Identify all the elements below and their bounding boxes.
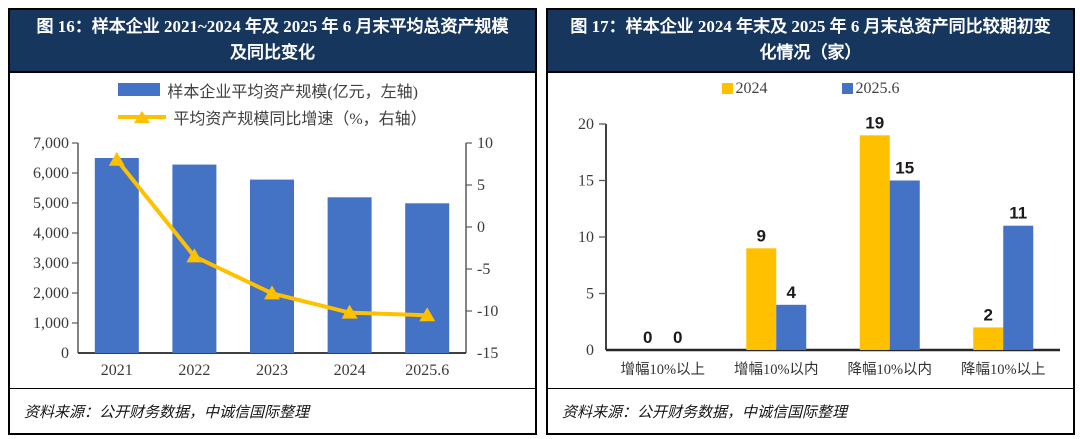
data-label-2025.6-增幅10%以内: 4 xyxy=(786,282,796,301)
line-marker-2025.6 xyxy=(418,306,435,321)
bar-2024-降幅10%以上 xyxy=(972,327,1003,350)
x-axis-label: 2025.6 xyxy=(405,362,449,379)
line-legend-swatch xyxy=(118,110,167,124)
left-axis-tick-label: 0 xyxy=(61,345,69,362)
panel-figure-16: 图 16：样本企业 2021~2024 年及 2025 年 6 月末平均总资产规… xyxy=(8,8,537,435)
figure-17-chart-area: 2024 2025.6 20 15 10 5 0 0 9 19 2 0 4 15 11 增幅10%以上 增幅… xyxy=(548,73,1073,388)
figure-16-title: 图 16：样本企业 2021~2024 年及 2025 年 6 月末平均总资产规… xyxy=(10,10,535,73)
y-axis-tick-label: 10 xyxy=(578,229,594,246)
figure-17-source: 资料来源：公开财务数据，中诚信国际整理 xyxy=(548,388,1073,433)
figure-16-source: 资料来源：公开财务数据，中诚信国际整理 xyxy=(10,388,535,433)
bar-2023 xyxy=(249,179,294,353)
y-axis-tick-label: 20 xyxy=(578,116,594,133)
line-marker-2023 xyxy=(263,285,280,300)
figure-17-legend: 2024 2025.6 xyxy=(721,79,900,98)
square-swatch-2025-6 xyxy=(841,83,853,95)
figure-16-chart-area: 样本企业平均资产规模(亿元，左轴) 平均资产规模同比增速（%，右轴） 7,000… xyxy=(10,73,535,388)
legend-item-avg-assets: 样本企业平均资产规模(亿元，左轴) xyxy=(118,78,418,102)
category-label: 增幅10%以内 xyxy=(733,361,818,378)
x-axis-label: 2023 xyxy=(256,362,288,379)
category-label: 降幅10%以内 xyxy=(847,361,932,378)
bar-2024-降幅10%以内 xyxy=(859,134,890,350)
left-axis-tick-label: 6,000 xyxy=(33,165,69,182)
line-marker-2022 xyxy=(185,248,202,263)
bar-2025.6-增幅10%以内 xyxy=(775,304,806,350)
bar-2021 xyxy=(94,157,139,353)
bar-2024 xyxy=(327,196,372,353)
line-marker-2021 xyxy=(108,151,125,166)
x-axis-label: 2021 xyxy=(100,362,132,379)
right-axis-tick-label: -5 xyxy=(477,261,490,278)
right-axis-tick-label: -15 xyxy=(477,345,498,362)
figure-17-title: 图 17：样本企业 2024 年末及 2025 年 6 月末总资产同比较期初变化… xyxy=(548,10,1073,73)
data-label-2024-降幅10%以内: 19 xyxy=(865,113,884,132)
legend-label-avg-assets: 样本企业平均资产规模(亿元，左轴) xyxy=(167,83,418,101)
legend-item-2025-6: 2025.6 xyxy=(841,79,900,98)
line-marker-2024 xyxy=(341,304,358,319)
legend-label-2024: 2024 xyxy=(735,79,768,97)
figure-16-legend: 样本企业平均资产规模(亿元，左轴) 平均资产规模同比增速（%，右轴） xyxy=(118,78,427,129)
bar-2025.6-降幅10%以上 xyxy=(1002,225,1033,350)
bar-2025.6-降幅10%以内 xyxy=(889,180,920,350)
left-axis-tick-label: 5,000 xyxy=(33,195,69,212)
category-label: 降幅10%以上 xyxy=(960,361,1045,378)
y-axis-tick-label: 0 xyxy=(586,342,594,359)
right-axis-tick-label: 5 xyxy=(477,177,485,194)
square-swatch-2024 xyxy=(721,83,733,95)
left-axis-tick-label: 1,000 xyxy=(33,315,69,332)
left-axis-tick-label: 4,000 xyxy=(33,225,69,242)
y-axis-tick-label: 5 xyxy=(586,285,594,302)
data-label-2025.6-增幅10%以上: 0 xyxy=(673,328,682,347)
right-axis-tick-label: -10 xyxy=(477,303,498,320)
data-label-2024-增幅10%以内: 9 xyxy=(756,226,765,245)
data-label-2025.6-降幅10%以上: 11 xyxy=(1009,203,1027,222)
left-axis-tick-label: 7,000 xyxy=(33,135,69,152)
legend-label-growth: 平均资产规模同比增速（%，右轴） xyxy=(173,110,427,128)
bar-2024-增幅10%以内 xyxy=(745,247,776,350)
bar-2025.6 xyxy=(404,202,449,353)
figure-16-plot: 7,000 6,000 5,000 4,000 3,000 2,000 1,000 0 10 5 0… xyxy=(33,135,498,379)
right-axis-tick-label: 10 xyxy=(477,135,493,152)
data-label-2025.6-降幅10%以内: 15 xyxy=(895,158,914,177)
legend-item-2024: 2024 xyxy=(721,79,768,98)
right-axis-tick-label: 0 xyxy=(477,219,485,236)
panel-figure-17: 图 17：样本企业 2024 年末及 2025 年 6 月末总资产同比较期初变化… xyxy=(546,8,1075,435)
left-axis-tick-label: 3,000 xyxy=(33,255,69,272)
legend-item-growth: 平均资产规模同比增速（%，右轴） xyxy=(118,105,427,129)
legend-label-2025-6: 2025.6 xyxy=(855,79,900,97)
x-axis-label: 2022 xyxy=(178,362,210,379)
left-axis-tick-label: 2,000 xyxy=(33,285,69,302)
data-label-2024-增幅10%以上: 0 xyxy=(643,328,652,347)
x-axis-label: 2024 xyxy=(333,362,365,379)
bar-legend-swatch xyxy=(118,83,161,97)
y-axis-tick-label: 15 xyxy=(578,172,594,189)
category-label: 增幅10%以上 xyxy=(620,361,705,378)
data-label-2024-降幅10%以上: 2 xyxy=(983,305,992,324)
